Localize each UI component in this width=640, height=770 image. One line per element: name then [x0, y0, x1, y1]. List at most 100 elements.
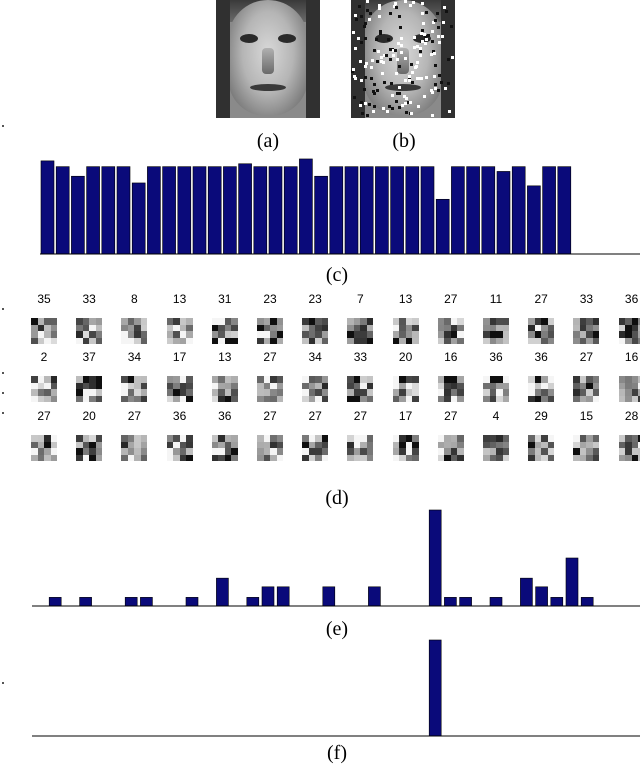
bar: [48, 597, 62, 607]
noise-pixel: [434, 87, 437, 90]
patch-thumbnail: [31, 376, 57, 402]
caption-a: (a): [256, 130, 280, 152]
patch-thumbnail: [166, 435, 193, 461]
patch-label: 33: [579, 292, 594, 306]
bar: [216, 577, 229, 607]
patch-label: 16: [444, 350, 458, 364]
noise-pixel: [411, 71, 414, 74]
patch-thumbnail: [121, 435, 148, 461]
edge-mark: [2, 372, 4, 374]
noise-pixel: [369, 12, 372, 15]
noise-pixel: [408, 79, 411, 82]
noise-pixel: [366, 0, 369, 3]
noise-pixel: [388, 105, 391, 108]
noise-pixel: [386, 110, 389, 113]
patch-label: 36: [489, 350, 503, 364]
noise-pixel: [378, 7, 381, 10]
patch-thumbnail: [528, 435, 555, 461]
noise-pixel: [403, 95, 406, 98]
noise-pixel: [398, 92, 401, 95]
bar: [428, 639, 442, 737]
patch-label: 27: [127, 409, 142, 423]
noise-pixel: [352, 68, 355, 71]
bar: [71, 175, 85, 255]
noise-pixel: [421, 12, 424, 15]
noise-pixel: [355, 18, 358, 21]
bar: [116, 166, 131, 255]
bar: [550, 597, 564, 607]
noise-pixel: [395, 72, 398, 75]
patch-label: 11: [489, 292, 503, 306]
patch-label: 36: [624, 292, 639, 306]
bar: [131, 182, 146, 255]
noise-pixel: [405, 97, 408, 100]
noise-pixel: [376, 89, 379, 92]
noise-pixel: [421, 29, 424, 32]
bar: [481, 166, 496, 255]
noise-pixel: [389, 58, 392, 61]
noise-pixel: [404, 79, 407, 82]
patch-thumbnail: [573, 376, 600, 402]
patch-thumbnail: [166, 318, 193, 344]
noise-pixel: [394, 2, 397, 5]
patch-label: 34: [308, 350, 322, 364]
noise-pixel: [353, 75, 356, 78]
patch-thumbnail: [528, 376, 555, 402]
patch-label: 27: [444, 292, 458, 306]
bar: [535, 586, 548, 607]
bar: [314, 175, 328, 255]
bar: [177, 166, 192, 255]
noise-pixel: [398, 106, 401, 109]
edge-mark: [2, 125, 4, 127]
bar: [420, 166, 435, 255]
bar: [283, 166, 298, 255]
noise-pixel: [416, 45, 419, 48]
bar: [276, 586, 290, 607]
noise-pixel: [413, 46, 416, 49]
patch-label: 33: [82, 292, 96, 306]
bar: [268, 166, 283, 255]
bar: [246, 597, 260, 607]
caption-f: (f): [327, 742, 347, 764]
noise-pixel: [372, 110, 375, 113]
noise-pixel: [424, 35, 427, 38]
bar: [101, 166, 116, 255]
bar: [359, 166, 374, 255]
patch-label: 13: [398, 292, 413, 306]
noise-pixel: [434, 64, 437, 67]
patch-label: 27: [37, 409, 51, 423]
noise-pixel: [416, 77, 419, 80]
noise-pixel: [389, 48, 392, 51]
bar: [253, 166, 268, 255]
noise-pixel: [421, 2, 424, 5]
patch-label: 35: [37, 292, 51, 306]
noise-pixel: [380, 60, 383, 63]
noise-pixel: [361, 112, 364, 115]
noise-pixel: [380, 56, 383, 59]
bar: [344, 166, 359, 255]
noise-pixel: [408, 77, 411, 80]
noise-pixel: [448, 110, 451, 113]
noise-pixel: [395, 100, 398, 103]
bar: [368, 586, 381, 607]
noise-pixel: [379, 30, 382, 33]
bar: [86, 166, 100, 255]
noise-pixel: [416, 61, 419, 64]
noise-pixel: [383, 81, 386, 84]
noise-pixel: [440, 81, 443, 84]
noise-pixel: [451, 56, 454, 59]
patch-label: 27: [263, 409, 277, 423]
bar: [435, 198, 450, 255]
bar: [79, 597, 92, 607]
patch-thumbnail: [392, 318, 419, 344]
caption-e: (e): [325, 618, 349, 640]
noise-pixel: [396, 92, 399, 95]
patch-label: 27: [308, 409, 322, 423]
patch-thumbnail: [347, 318, 374, 344]
patch-label: 36: [172, 409, 187, 423]
noise-pixel: [389, 12, 392, 15]
noise-pixel: [404, 0, 407, 3]
noise-pixel: [351, 70, 354, 73]
patch-label: 15: [579, 409, 594, 423]
bar: [192, 166, 207, 255]
